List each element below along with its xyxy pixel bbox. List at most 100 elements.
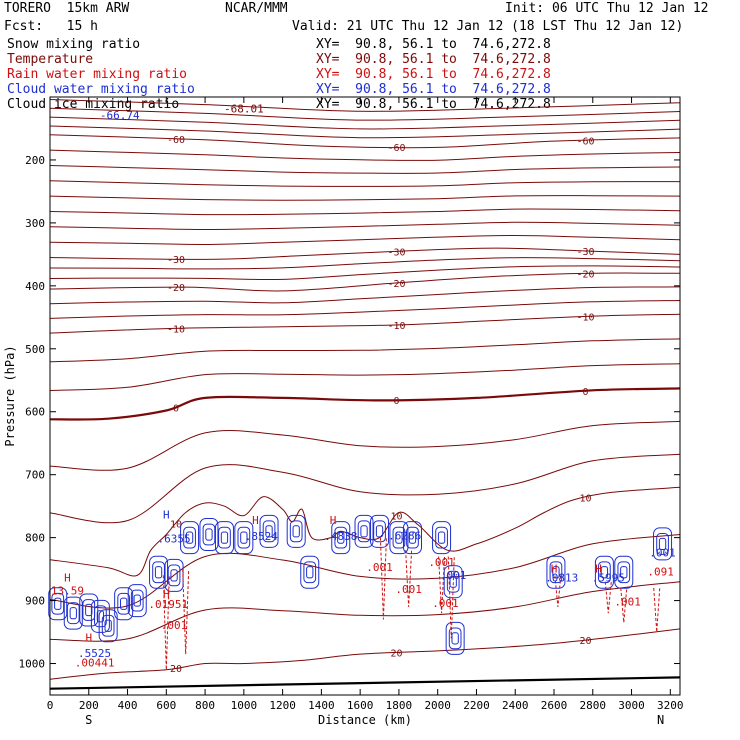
cloud-water-contour xyxy=(214,521,234,555)
cloud-water-contour xyxy=(435,526,448,549)
field-annotation: H xyxy=(85,631,92,644)
legend-label: Snow mixing ratio xyxy=(7,37,141,52)
cloud-water-contour xyxy=(170,569,178,582)
x-tick-label: 2200 xyxy=(463,699,490,712)
cloud-water-contour xyxy=(120,597,128,610)
cloud-water-contour xyxy=(240,531,248,544)
isotherm-line xyxy=(49,338,681,363)
field-annotation: .6355 xyxy=(157,533,190,546)
center-name: NCAR/MMM xyxy=(225,1,288,16)
isotherm-line xyxy=(49,265,681,281)
field-annotation: H xyxy=(163,509,170,522)
x-tick-label: 2000 xyxy=(424,699,451,712)
y-axis-label: Pressure (hPa) xyxy=(3,345,17,446)
isotherm-line xyxy=(49,363,681,391)
isotherm-line xyxy=(49,257,681,270)
cloud-water-contour xyxy=(617,561,631,584)
x-axis-label: Distance (km) xyxy=(318,713,412,727)
rain-shafts xyxy=(162,537,661,670)
rain-shaft xyxy=(620,587,628,623)
legend-label: Temperature xyxy=(7,52,94,67)
cloud-water-contour xyxy=(437,531,446,544)
x-tick-label: 1400 xyxy=(308,699,335,712)
cloud-water-contour xyxy=(370,514,390,548)
isotherm-label: 10 xyxy=(170,519,182,530)
cloud-water-contour xyxy=(451,632,459,645)
cloud-water-contour xyxy=(402,521,422,555)
x-tick-label: 600 xyxy=(156,699,176,712)
axes: 0 200 400 600 800 1000 1200 1400 1600 1800 2000 220… xyxy=(3,96,684,727)
isotherm-0 xyxy=(49,387,681,421)
isotherm-line xyxy=(49,195,681,201)
cloud-water-contour xyxy=(446,570,460,593)
isotherm-line xyxy=(49,534,681,609)
rain-shaft xyxy=(554,575,562,607)
cloud-water-contour xyxy=(653,527,673,561)
cloud-water-contour xyxy=(220,531,229,544)
field-annotation: .001 xyxy=(366,561,393,574)
cloud-water-contour xyxy=(289,520,303,543)
isotherm-20 xyxy=(49,628,681,680)
cloud-water-contour xyxy=(180,521,200,555)
cloud-water-contour xyxy=(331,521,351,555)
cloud-water-contour xyxy=(357,520,371,543)
isotherm-label: 10 xyxy=(579,494,591,505)
cloud-water-contour xyxy=(656,533,669,555)
cloud-water-contour xyxy=(337,531,345,544)
isotherm-label: -30 xyxy=(387,247,405,258)
cloud-water-contour xyxy=(392,526,406,549)
isotherm-label: -10 xyxy=(387,321,405,332)
legend-label: Cloud ice mixing ratio xyxy=(7,97,180,112)
isotherm--60 xyxy=(49,134,681,149)
isotherm-label: -10 xyxy=(576,312,594,323)
legend-xy: XY= 90.8, 56.1 to 74.6,272.8 xyxy=(316,37,551,52)
rain-shaft xyxy=(653,587,661,633)
cloud-water-contour xyxy=(48,587,68,621)
rain-shaft xyxy=(379,537,387,620)
cloud-water-cells xyxy=(48,514,673,655)
cloud-water-contour xyxy=(199,517,219,551)
field-annotation: H xyxy=(551,562,558,575)
field-annotation: .001 xyxy=(428,556,455,569)
ground-layer xyxy=(49,676,681,690)
cloud-water-contour xyxy=(130,589,144,612)
cloud-water-contour xyxy=(389,521,409,555)
plot-frame xyxy=(49,96,681,696)
x-tick-label: 800 xyxy=(195,699,215,712)
cloud-water-contour xyxy=(306,566,314,579)
cloud-water-contour xyxy=(620,566,628,579)
x-tick-label: 400 xyxy=(118,699,138,712)
field-annotation: H xyxy=(64,572,71,585)
endpoint-label-right: N xyxy=(657,713,664,727)
legend-xy: XY= 90.8, 56.1 to 74.6,272.8 xyxy=(316,52,551,67)
isotherm-label: -60 xyxy=(167,135,185,146)
isotherm-label: -20 xyxy=(576,269,594,280)
cloud-water-contour xyxy=(265,525,273,538)
cloud-water-contour xyxy=(303,561,317,584)
field-annotation: .001 xyxy=(395,583,422,596)
cloud-water-contour xyxy=(90,599,110,633)
cloud-water-contour xyxy=(127,584,147,618)
model-name: TORERO 15km ARW xyxy=(4,1,130,16)
cloud-water-contour xyxy=(152,561,165,584)
cloud-water-contour xyxy=(600,566,609,579)
y-tick-label: 500 xyxy=(25,343,45,356)
x-tick-label: 1000 xyxy=(231,699,258,712)
cloud-water-contour xyxy=(237,526,251,549)
y-tick-label: 600 xyxy=(25,406,45,419)
isotherm-label: -60 xyxy=(576,136,594,147)
isotherm-line xyxy=(49,300,681,319)
field-annotations: -68.01-66.74H13.59H.5525.00441H.6355H.01… xyxy=(51,103,676,670)
y-tick-label: 800 xyxy=(25,532,45,545)
field-annotation: .5995 xyxy=(592,572,625,585)
cloud-water-contour xyxy=(445,621,465,655)
cloud-water-contour xyxy=(167,564,181,587)
isotherm-label: -30 xyxy=(167,255,185,266)
legend-xy: XY= 90.8, 56.1 to 74.6,272.8 xyxy=(316,82,551,97)
isotherm-label: 0 xyxy=(173,403,179,414)
cloud-water-contour xyxy=(114,587,134,621)
cloud-water-contour xyxy=(205,528,213,541)
isotherm-label: -20 xyxy=(167,283,185,294)
isotherm-line xyxy=(49,125,681,139)
isotherm-label: -10 xyxy=(167,324,185,335)
